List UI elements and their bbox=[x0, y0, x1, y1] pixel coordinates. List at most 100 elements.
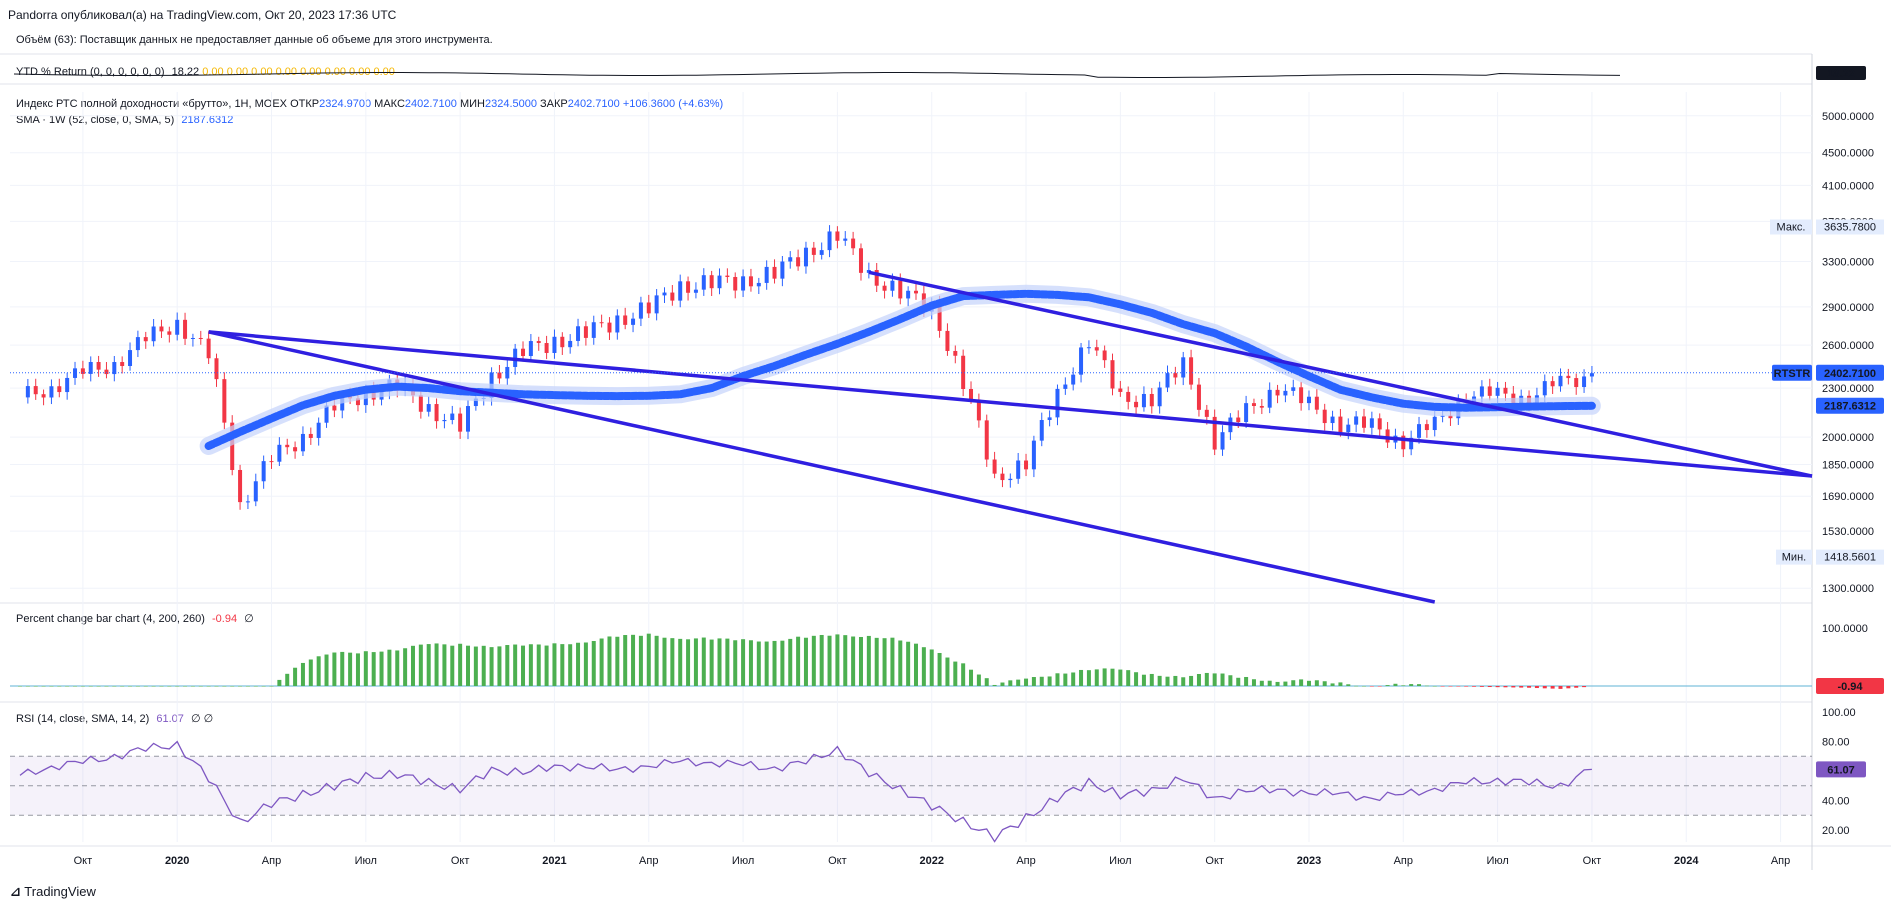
sma-label: SMA · 1W (52, close, 0, SMA, 5) bbox=[16, 114, 175, 126]
candle-body bbox=[1134, 401, 1139, 408]
pct-bar bbox=[1024, 678, 1029, 686]
pct-bar bbox=[1354, 685, 1359, 687]
candle-body bbox=[693, 289, 698, 293]
candle-body bbox=[1244, 403, 1249, 423]
pct-bar bbox=[701, 637, 706, 686]
candle-body bbox=[316, 422, 321, 438]
candle-body bbox=[1189, 357, 1194, 385]
ytd-zero-value: 0.00 bbox=[248, 66, 273, 78]
pct-bar bbox=[1157, 675, 1162, 686]
price-tick-label: 1690.0000 bbox=[1822, 491, 1874, 503]
candle-body bbox=[293, 447, 298, 452]
pct-bar bbox=[363, 651, 368, 686]
pct-bar bbox=[1196, 673, 1201, 686]
candle-body bbox=[505, 366, 510, 379]
candle-body bbox=[198, 337, 203, 339]
pct-bar bbox=[1464, 686, 1469, 687]
price-change: +106.3600 (+4.63%) bbox=[622, 98, 724, 110]
pct-badge: -0.94 bbox=[1837, 681, 1863, 693]
ohlc-value: 2324.5000 bbox=[484, 98, 537, 110]
time-tick-label: Апр bbox=[262, 855, 281, 867]
candle-body bbox=[128, 350, 133, 367]
pct-bar bbox=[1409, 684, 1414, 686]
pct-bar bbox=[953, 661, 958, 686]
candle-body bbox=[1157, 387, 1162, 407]
candle-body bbox=[623, 315, 628, 325]
candle-body bbox=[190, 337, 195, 339]
pct-bar bbox=[693, 638, 698, 686]
pct-bar bbox=[646, 633, 651, 686]
candle-body bbox=[1118, 388, 1123, 392]
pct-bar bbox=[1047, 676, 1052, 686]
candle-body bbox=[1479, 386, 1484, 397]
candle-body bbox=[583, 326, 588, 338]
pct-bar bbox=[678, 638, 683, 686]
pct-bar bbox=[230, 686, 235, 687]
time-tick-label: 2020 bbox=[165, 855, 189, 867]
pct-bar bbox=[914, 643, 918, 686]
candle-body bbox=[112, 362, 117, 375]
candle-body bbox=[473, 398, 478, 407]
candle-body bbox=[1346, 424, 1351, 433]
pct-bar bbox=[348, 652, 353, 686]
pct-bar bbox=[1291, 680, 1296, 686]
ohlc-key: МИН bbox=[456, 98, 485, 110]
ytd-zero-values: 0.00 0.00 0.00 0.00 0.00 0.00 0.00 0.00 bbox=[202, 66, 395, 78]
pct-bar bbox=[175, 686, 180, 687]
pct-bar bbox=[159, 686, 164, 687]
pct-bar bbox=[662, 637, 667, 686]
candle-body bbox=[1063, 384, 1068, 389]
candle-body bbox=[355, 398, 360, 406]
candle-body bbox=[214, 358, 219, 380]
pct-bar bbox=[434, 643, 439, 686]
pct-bar bbox=[961, 663, 966, 686]
pct-bar bbox=[1322, 681, 1327, 686]
pct-bar bbox=[222, 686, 227, 687]
pct-bar bbox=[1055, 673, 1060, 686]
pct-bar bbox=[143, 686, 148, 687]
candle-body bbox=[1495, 387, 1500, 396]
pct-bar bbox=[858, 636, 863, 686]
pct-bar bbox=[395, 650, 400, 686]
price-tick-label: 2300.0000 bbox=[1822, 383, 1874, 395]
brand-name: TradingView bbox=[24, 884, 96, 899]
pct-bar bbox=[1165, 676, 1170, 686]
candle-body bbox=[890, 280, 895, 291]
pct-bar bbox=[1259, 680, 1264, 686]
candle-body bbox=[332, 405, 337, 411]
pct-bar bbox=[623, 635, 628, 686]
trendline bbox=[208, 330, 1436, 604]
max-label: Макс. bbox=[1777, 222, 1806, 234]
ytd-zero-value: 0.00 bbox=[272, 66, 298, 78]
candle-body bbox=[88, 361, 93, 374]
pct-bar bbox=[379, 651, 384, 686]
pct-bar bbox=[866, 635, 871, 686]
candle-body bbox=[725, 275, 730, 277]
sma-value: 2187.6312 bbox=[181, 114, 234, 126]
candle-body bbox=[1401, 435, 1406, 450]
pct-bar bbox=[442, 644, 447, 686]
price-tick-label: 2000.0000 bbox=[1822, 432, 1874, 444]
pct-bar bbox=[167, 686, 172, 687]
pct-bar bbox=[1149, 673, 1154, 686]
candle-body bbox=[984, 420, 989, 460]
candle-body bbox=[1102, 350, 1107, 361]
pct-bar bbox=[190, 686, 195, 687]
pct-bar bbox=[1086, 670, 1091, 686]
pct-bar bbox=[151, 686, 156, 687]
candle-body bbox=[458, 413, 463, 432]
price-tick-label: 3300.0000 bbox=[1822, 256, 1874, 268]
pct-bar bbox=[851, 636, 856, 686]
pct-bar bbox=[1362, 685, 1366, 687]
candle-body bbox=[285, 444, 290, 448]
pct-badge-bg bbox=[1816, 678, 1884, 694]
candle-body bbox=[277, 444, 282, 462]
candle-body bbox=[466, 406, 470, 432]
pct-bar bbox=[1550, 686, 1555, 689]
time-tick-label: Апр bbox=[1016, 855, 1035, 867]
candle-body bbox=[536, 341, 541, 344]
candle-body bbox=[1165, 373, 1170, 388]
pct-tick-label: 100.0000 bbox=[1822, 623, 1868, 635]
candle-body bbox=[1322, 409, 1327, 424]
